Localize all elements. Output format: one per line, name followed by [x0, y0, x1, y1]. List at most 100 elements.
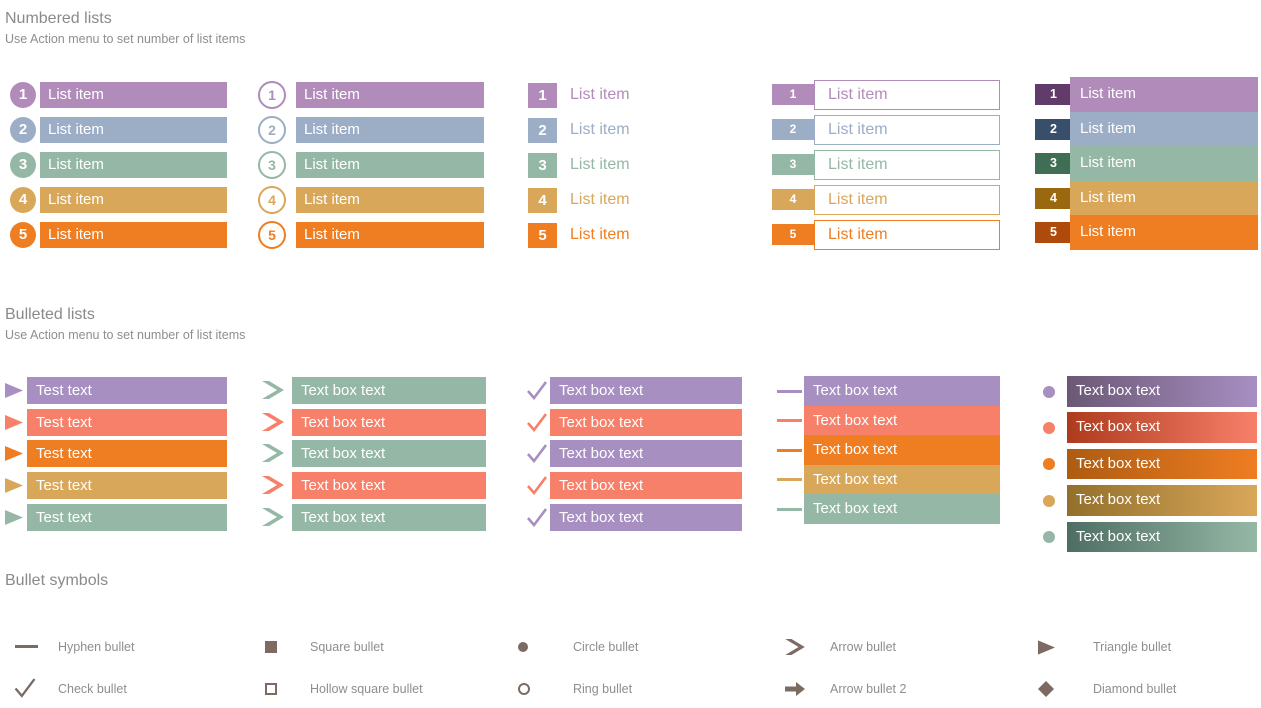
numbered-list-item-bar[interactable]: List item: [296, 222, 484, 248]
gradient-list-item-bar[interactable]: Text box text: [1067, 412, 1257, 444]
numbered-list-item-bar[interactable]: List item: [40, 187, 227, 213]
triangle-bullet-icon[interactable]: [5, 383, 23, 398]
numbered-circle-badge[interactable]: 1: [10, 82, 36, 108]
bulleted-list-item-bar[interactable]: Text box text: [804, 494, 1000, 524]
triangle-bullet-icon[interactable]: [5, 510, 23, 525]
circle-bullet-icon[interactable]: [1043, 422, 1055, 434]
check-bullet-icon[interactable]: [14, 678, 36, 698]
arrow-bullet-icon[interactable]: [785, 639, 805, 655]
bulleted-list-item-bar[interactable]: Test text: [27, 409, 227, 436]
gradient-list-item-bar[interactable]: Text box text: [1067, 376, 1257, 407]
hyphen-bullet-icon[interactable]: [777, 508, 802, 511]
numbered-square-badge[interactable]: 3: [528, 153, 557, 178]
diamond-bullet-icon[interactable]: [1038, 681, 1054, 697]
check-bullet-icon[interactable]: [527, 444, 547, 463]
numbered-item-text[interactable]: List item: [570, 191, 630, 208]
circle-bullet-icon[interactable]: [1043, 531, 1055, 543]
hyphen-bullet-icon[interactable]: [777, 390, 802, 393]
numbered-dark-badge[interactable]: 2: [1035, 118, 1072, 140]
bulleted-list-item-bar[interactable]: Text box text: [292, 409, 486, 436]
numbered-list-item-bar[interactable]: List item: [1070, 77, 1258, 112]
hollow-square-bullet-icon[interactable]: [265, 683, 277, 695]
numbered-list-item-bar[interactable]: List item: [40, 117, 227, 143]
numbered-list-item-bar[interactable]: List item: [296, 82, 484, 108]
numbered-circle-badge[interactable]: 2: [10, 117, 36, 143]
bulleted-list-item-bar[interactable]: Text box text: [550, 377, 742, 404]
bulleted-list-item-bar[interactable]: Text box text: [804, 464, 1000, 495]
arrow-bullet-icon[interactable]: [262, 444, 284, 462]
numbered-list-item-bar[interactable]: List item: [1070, 180, 1258, 216]
numbered-square-badge[interactable]: 2: [528, 118, 557, 143]
numbered-tab-badge[interactable]: 2: [772, 119, 814, 140]
numbered-outline-box[interactable]: List item: [814, 80, 1000, 110]
numbered-tab-badge[interactable]: 3: [772, 154, 814, 175]
circle-bullet-icon[interactable]: [1043, 458, 1055, 470]
numbered-ring-badge[interactable]: 5: [258, 221, 286, 249]
numbered-item-text[interactable]: List item: [570, 121, 630, 138]
numbered-circle-badge[interactable]: 4: [10, 187, 36, 213]
numbered-tab-badge[interactable]: 4: [772, 189, 814, 210]
numbered-outline-box[interactable]: List item: [814, 220, 1000, 250]
numbered-list-item-bar[interactable]: List item: [1070, 215, 1258, 250]
bulleted-list-item-bar[interactable]: Test text: [27, 472, 227, 499]
bulleted-list-item-bar[interactable]: Text box text: [292, 472, 486, 499]
bulleted-list-item-bar[interactable]: Text box text: [550, 409, 742, 436]
bulleted-list-item-bar[interactable]: Text box text: [292, 377, 486, 404]
numbered-list-item-bar[interactable]: List item: [296, 187, 484, 213]
numbered-circle-badge[interactable]: 3: [10, 152, 36, 178]
numbered-ring-badge[interactable]: 1: [258, 81, 286, 109]
bulleted-list-item-bar[interactable]: Text box text: [804, 405, 1000, 436]
check-bullet-icon[interactable]: [527, 476, 547, 495]
numbered-dark-badge[interactable]: 5: [1035, 222, 1072, 243]
gradient-list-item-bar[interactable]: Text box text: [1067, 485, 1257, 516]
triangle-bullet-icon[interactable]: [1038, 640, 1055, 655]
numbered-list-item-bar[interactable]: List item: [1070, 111, 1258, 147]
numbered-list-item-bar[interactable]: List item: [296, 117, 484, 143]
numbered-ring-badge[interactable]: 4: [258, 186, 286, 214]
numbered-item-text[interactable]: List item: [570, 156, 630, 173]
circle-bullet-icon[interactable]: [1043, 386, 1055, 398]
gradient-list-item-bar[interactable]: Text box text: [1067, 521, 1257, 553]
triangle-bullet-icon[interactable]: [5, 478, 23, 493]
gradient-list-item-bar[interactable]: Text box text: [1067, 448, 1257, 480]
numbered-square-badge[interactable]: 4: [528, 188, 557, 213]
numbered-ring-badge[interactable]: 3: [258, 151, 286, 179]
bulleted-list-item-bar[interactable]: Text box text: [292, 440, 486, 467]
square-bullet-icon[interactable]: [265, 641, 277, 653]
bulleted-list-item-bar[interactable]: Text box text: [550, 504, 742, 531]
ring-bullet-icon[interactable]: [518, 683, 530, 695]
numbered-list-item-bar[interactable]: List item: [40, 82, 227, 108]
arrow-bullet-icon[interactable]: [262, 381, 284, 399]
check-bullet-icon[interactable]: [527, 508, 547, 527]
numbered-tab-badge[interactable]: 5: [772, 224, 814, 245]
numbered-outline-box[interactable]: List item: [814, 185, 1000, 215]
bulleted-list-item-bar[interactable]: Test text: [27, 504, 227, 531]
triangle-bullet-icon[interactable]: [5, 415, 23, 430]
bulleted-list-item-bar[interactable]: Text box text: [550, 440, 742, 467]
triangle-bullet-icon[interactable]: [5, 446, 23, 461]
numbered-list-item-bar[interactable]: List item: [1070, 146, 1258, 181]
numbered-item-text[interactable]: List item: [570, 226, 630, 243]
bulleted-list-item-bar[interactable]: Text box text: [550, 472, 742, 499]
numbered-outline-box[interactable]: List item: [814, 115, 1000, 145]
circle-bullet-icon[interactable]: [1043, 495, 1055, 507]
numbered-ring-badge[interactable]: 2: [258, 116, 286, 144]
check-bullet-icon[interactable]: [527, 413, 547, 432]
numbered-dark-badge[interactable]: 4: [1035, 187, 1072, 209]
numbered-tab-badge[interactable]: 1: [772, 84, 814, 105]
numbered-list-item-bar[interactable]: List item: [296, 152, 484, 178]
numbered-dark-badge[interactable]: 1: [1035, 84, 1072, 105]
hyphen-bullet-icon[interactable]: [777, 478, 802, 481]
bulleted-list-item-bar[interactable]: Text box text: [804, 435, 1000, 465]
numbered-outline-box[interactable]: List item: [814, 150, 1000, 180]
numbered-square-badge[interactable]: 5: [528, 223, 557, 248]
numbered-list-item-bar[interactable]: List item: [40, 152, 227, 178]
hyphen-bullet-icon[interactable]: [777, 449, 802, 452]
bulleted-list-item-bar[interactable]: Test text: [27, 440, 227, 467]
bulleted-list-item-bar[interactable]: Test text: [27, 377, 227, 404]
hyphen-bullet-icon[interactable]: [15, 645, 38, 648]
arrow-bullet-icon[interactable]: [262, 508, 284, 526]
arrow-bullet-icon[interactable]: [262, 413, 284, 431]
circle-bullet-icon[interactable]: [518, 642, 528, 652]
numbered-item-text[interactable]: List item: [570, 86, 630, 103]
